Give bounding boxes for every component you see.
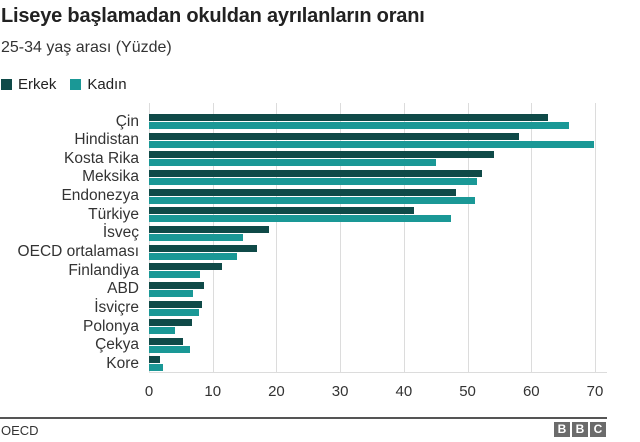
chart-title: Liseye başlamadan okuldan ayrılanların o… [1, 5, 425, 27]
bar-kadin [149, 271, 200, 279]
bar-erkek [149, 356, 160, 364]
bar-kadin [149, 327, 176, 335]
x-tick-label: 20 [268, 383, 285, 400]
legend-label-erkek: Erkek [18, 75, 57, 93]
chart-subtitle: 25-34 yaş arası (Yüzde) [1, 39, 172, 56]
x-axis-ticks: 0 10 20 30 40 50 60 70 [145, 383, 604, 403]
bar-kadin [149, 308, 199, 316]
bbc-logo-letter: B [554, 422, 570, 437]
category-label: İsviçre [94, 299, 139, 316]
category-label: Finlandiya [68, 261, 139, 279]
category-label: Polonya [82, 317, 139, 335]
legend-label-kadin: Kadın [87, 75, 127, 93]
x-tick-label: 0 [144, 383, 154, 400]
category-label: Meksika [82, 168, 139, 186]
category-label: OECD ortalaması [17, 243, 139, 261]
category-label: Türkiye [88, 205, 139, 223]
bar-kadin [149, 140, 595, 148]
gridline [404, 103, 405, 373]
x-tick-label: 10 [204, 383, 222, 400]
bar-erkek [149, 281, 204, 289]
gridline [531, 103, 532, 373]
bar-kadin [149, 177, 478, 185]
gridline [340, 103, 341, 373]
bar-kadin [149, 215, 451, 223]
source-label: OECD [1, 423, 39, 438]
legend-item-erkek: Erkek [1, 76, 56, 93]
gridline [595, 103, 596, 373]
x-tick-label: 30 [331, 383, 349, 400]
bar-erkek [149, 169, 483, 177]
gridline [276, 103, 277, 373]
legend-swatch-erkek [1, 78, 12, 90]
legend-swatch-kadin [70, 78, 82, 90]
bar-kadin [149, 196, 476, 204]
category-label: Endonezya [61, 187, 139, 205]
x-axis-baseline [149, 372, 607, 373]
bar-kadin [149, 159, 436, 167]
bar-erkek [149, 300, 202, 308]
bar-erkek [149, 114, 548, 121]
bar-erkek [149, 188, 457, 196]
category-label: Çekya [95, 336, 139, 354]
bar-kadin [149, 122, 569, 129]
bar-erkek [149, 337, 184, 345]
bar-kadin [149, 289, 193, 297]
bar-kadin [149, 364, 164, 372]
x-tick-label: 70 [586, 383, 604, 400]
bar-erkek [149, 225, 270, 233]
bbc-logo: B B C [554, 422, 606, 437]
x-tick-label: 50 [459, 383, 476, 400]
category-label: ABD [107, 280, 139, 298]
bar-kadin [149, 233, 244, 241]
bar-erkek [149, 263, 222, 271]
category-label: Kosta Rika [64, 149, 139, 167]
footer-divider [0, 417, 607, 419]
bar-erkek [149, 151, 495, 159]
bar-erkek [149, 319, 192, 327]
bar-kadin [149, 252, 237, 260]
bar-erkek [149, 207, 415, 215]
category-label: Çin [115, 112, 139, 130]
x-tick-label: 60 [522, 383, 540, 400]
bar-kadin [149, 345, 190, 353]
bbc-logo-letter: B [572, 422, 588, 437]
bar-erkek [149, 244, 258, 252]
bbc-logo-letter: C [590, 422, 606, 437]
category-label: Hindistan [74, 131, 139, 149]
plot-area [149, 103, 607, 373]
legend: Erkek Kadın [1, 75, 137, 93]
category-labels: Çin Hindistan Kosta Rika Meksika Endonezya Tü… [0, 103, 139, 373]
x-tick-label: 40 [395, 383, 413, 400]
category-label: İsveç [102, 224, 139, 242]
legend-item-kadin: Kadın [70, 75, 127, 93]
category-label: Kore [106, 354, 139, 372]
bar-erkek [149, 132, 520, 140]
gridline [468, 103, 469, 373]
